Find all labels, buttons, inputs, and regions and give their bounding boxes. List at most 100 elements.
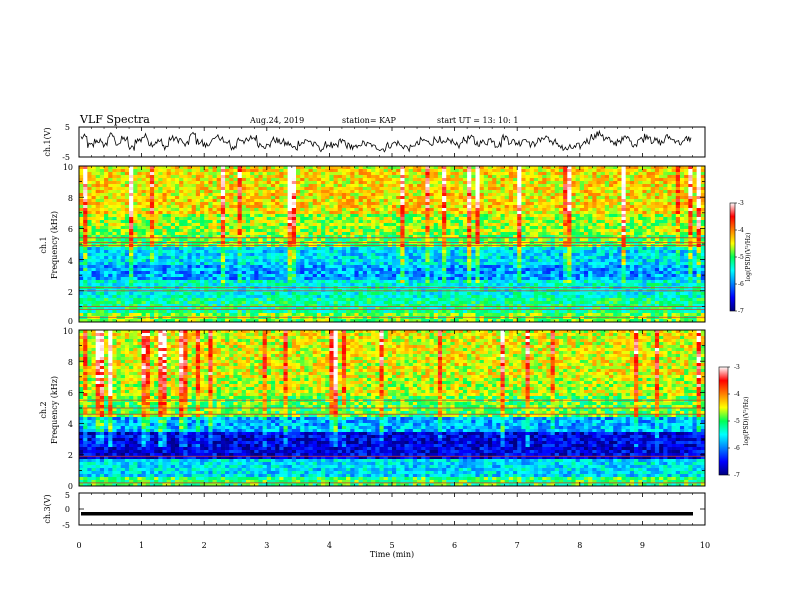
ch1-spectrogram-cell	[692, 229, 697, 233]
ch1-spectrogram-cell	[521, 214, 526, 218]
ch1-spectrogram-cell	[270, 190, 276, 194]
ch1-spectrogram-cell	[212, 223, 218, 227]
ch1-spectrogram-cell	[433, 202, 439, 206]
ch1-spectrogram-cell	[613, 235, 618, 239]
ch1-spectrogram-cell	[400, 169, 405, 173]
ch1-spectrogram-cell	[112, 175, 117, 179]
ch1-spectrogram-cell	[362, 178, 368, 182]
ch1-spectrogram-cell	[479, 184, 485, 188]
ch1-spectrogram-cell	[108, 172, 113, 176]
ch1-spectrogram-cell	[533, 202, 539, 206]
ch1-spectrogram-cell	[692, 250, 697, 254]
ch1-spectrogram-cell	[521, 250, 526, 254]
ch1-spectrogram-cell	[266, 208, 272, 212]
ch1-spectrogram-cell	[362, 208, 368, 212]
ch1-spectrogram-cell	[200, 190, 205, 194]
ch1-spectrogram-cell	[654, 202, 660, 206]
ch1-spectrogram-cell	[483, 181, 489, 185]
ch1-spectrogram-cell	[404, 202, 409, 206]
ch1-spectrogram-cell	[654, 208, 660, 212]
ch1-spectrogram-cell	[383, 235, 389, 239]
ch1-spectrogram-cell	[492, 181, 497, 185]
ch1-spectrogram-cell	[116, 166, 122, 170]
ch1-spectrogram-cell	[250, 220, 255, 224]
ch1-spectrogram-cell	[513, 229, 518, 233]
ch1-spectrogram-cell	[475, 187, 480, 191]
ch1-spectrogram-cell	[575, 184, 581, 188]
ch1-spectrogram-cell	[513, 214, 518, 218]
ch1-spectrogram-cell	[287, 187, 293, 191]
ch1-spectrogram-cell	[617, 256, 622, 260]
ch1-spectrogram-cell	[483, 253, 489, 257]
ch1-spectrogram-cell	[204, 184, 209, 188]
ch1-spectrogram-cell	[149, 238, 155, 242]
ch1-spectrogram-cell	[208, 247, 213, 251]
ch1-spectrogram-cell	[412, 187, 418, 191]
ch1-spectrogram-cell	[266, 172, 272, 176]
ch1-spectrogram-cell	[688, 193, 693, 197]
ch1-spectrogram-cell	[546, 178, 551, 182]
ch1-spectrogram-cell	[270, 229, 276, 233]
ch1-spectrogram-cell	[638, 214, 643, 218]
ch1-spectrogram-cell	[609, 187, 614, 191]
ch1-spectrogram-cell	[179, 259, 184, 263]
ch1-spectrogram-cell	[613, 247, 618, 251]
ch1-spectrogram-cell	[179, 250, 184, 254]
ch1-spectrogram-cell	[133, 187, 138, 191]
ch1-spectrogram-cell	[400, 166, 405, 170]
ch1-spectrogram-cell	[245, 247, 251, 251]
ch1-spectrogram-cell	[404, 256, 409, 260]
ch1-spectrogram-cell	[613, 196, 618, 200]
ch1-spectrogram-cell	[187, 187, 192, 191]
ch1-spectrogram-cell	[233, 166, 238, 170]
ch1-spectrogram-cell	[187, 175, 192, 179]
ch1-spectrogram-cell	[533, 169, 539, 173]
ch1-spectrogram-cell	[533, 172, 539, 176]
ch1-spectrogram-cell	[179, 205, 184, 209]
ch1-spectrogram-cell	[350, 184, 355, 188]
ch1-spectrogram-cell	[187, 250, 192, 254]
ch1-spectrogram-cell	[329, 175, 334, 179]
ch1-spectrogram-cell	[609, 229, 614, 233]
ch1-spectrogram-cell	[550, 202, 556, 206]
ch1-spectrogram-cell	[187, 166, 192, 170]
ch1-spectrogram-cell	[538, 223, 543, 227]
ch1-spectrogram-cell	[696, 247, 702, 251]
ch1-spectrogram-cell	[508, 208, 514, 212]
ch1-spectrogram-cell	[183, 196, 188, 200]
ch1-spectrogram-cell	[513, 250, 518, 254]
ch1-spectrogram-cell	[387, 178, 393, 182]
ch1-spectrogram-cell	[638, 175, 643, 179]
ch1-spectrogram-cell	[642, 259, 647, 263]
ch1-spectrogram-cell	[479, 238, 485, 242]
ch1-spectrogram-cell	[663, 238, 668, 242]
ch1-spectrogram-cell	[487, 184, 493, 188]
ch1-spectrogram-cell	[688, 235, 693, 239]
ch1-spectrogram-cell	[692, 205, 697, 209]
ch1-spectrogram-cell	[517, 235, 522, 239]
ch1-spectrogram-cell	[567, 175, 572, 179]
ch1-spectrogram-cell	[304, 235, 309, 239]
ch1-spectrogram-cell	[245, 253, 251, 257]
ch1-spectrogram-cell	[525, 199, 531, 203]
ch1-spectrogram-cell	[558, 208, 564, 212]
ch1-spectrogram-cell	[592, 229, 597, 233]
ch1-spectrogram-cell	[79, 235, 84, 239]
ch1-spectrogram-cell	[688, 211, 693, 215]
ch1-spectrogram-cell	[287, 235, 293, 239]
ch1-spectrogram-cell	[496, 259, 501, 263]
ch1-spectrogram-cell	[220, 181, 226, 185]
ch1-spectrogram-cell	[600, 166, 606, 170]
ch1-spectrogram-cell	[166, 247, 172, 251]
ch1-spectrogram-cell	[170, 256, 176, 260]
ch1-spectrogram-cell	[216, 196, 222, 200]
ch1-spectrogram-cell	[504, 235, 510, 239]
ch1-spectrogram-cell	[496, 196, 501, 200]
ch1-spectrogram-cell	[287, 214, 293, 218]
ch1-spectrogram-cell	[604, 208, 610, 212]
ch1-spectrogram-cell	[467, 235, 472, 239]
ch1-spectrogram-cell	[588, 166, 593, 170]
ch1-spectrogram-cell	[329, 229, 334, 233]
ch1-spectrogram-cell	[688, 226, 693, 230]
ch1-spectrogram-cell	[533, 259, 539, 263]
